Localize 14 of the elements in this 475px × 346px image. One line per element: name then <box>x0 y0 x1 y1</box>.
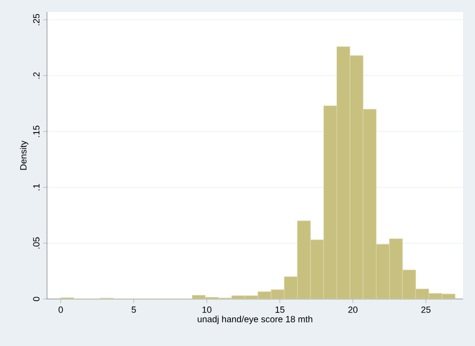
y-tick-label: .25 <box>33 14 40 26</box>
x-tick-label: 5 <box>132 306 136 313</box>
x-tick-label: 15 <box>276 306 284 313</box>
x-tick-label: 10 <box>202 306 212 313</box>
y-tick-label: 0 <box>33 296 40 302</box>
y-tick-label: .05 <box>33 237 40 249</box>
x-tick-label: 20 <box>348 306 358 313</box>
x-tick-label: 0 <box>58 306 63 313</box>
y-tick-label: .1 <box>33 184 40 190</box>
y-tick-label: .15 <box>33 126 40 137</box>
x-tick-label: 25 <box>421 306 431 313</box>
y-tick-label: .2 <box>33 72 40 79</box>
y-axis-title: Density <box>20 140 28 170</box>
x-axis-title: unadj hand/eye score 18 mth <box>198 316 312 324</box>
